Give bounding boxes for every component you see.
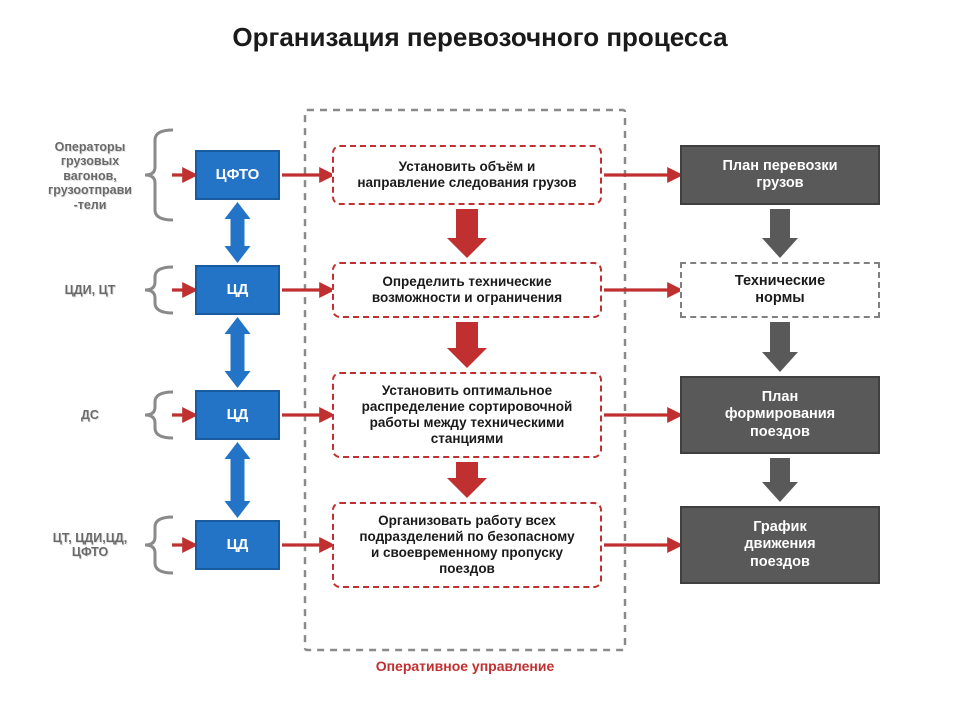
output-document: Технические нормы (680, 262, 880, 318)
input-source-label: ДС (40, 408, 140, 422)
process-step: Определить технические возможности и огр… (332, 262, 602, 318)
department-node: ЦД (195, 390, 280, 440)
output-document: План формирования поездов (680, 376, 880, 454)
input-source-label: ЦТ, ЦДИ,ЦД, ЦФТО (40, 531, 140, 560)
input-source-label: Операторы грузовых вагонов, грузоотправи… (40, 140, 140, 212)
frame-caption: Оперативное управление (305, 658, 625, 674)
input-source-label: ЦДИ, ЦТ (40, 283, 140, 297)
process-step: Организовать работу всех подразделений п… (332, 502, 602, 588)
process-step: Установить оптимальное распределение сор… (332, 372, 602, 458)
output-document: План перевозки грузов (680, 145, 880, 205)
department-node: ЦФТО (195, 150, 280, 200)
department-node: ЦД (195, 265, 280, 315)
process-step: Установить объём и направление следовани… (332, 145, 602, 205)
output-document: График движения поездов (680, 506, 880, 584)
department-node: ЦД (195, 520, 280, 570)
